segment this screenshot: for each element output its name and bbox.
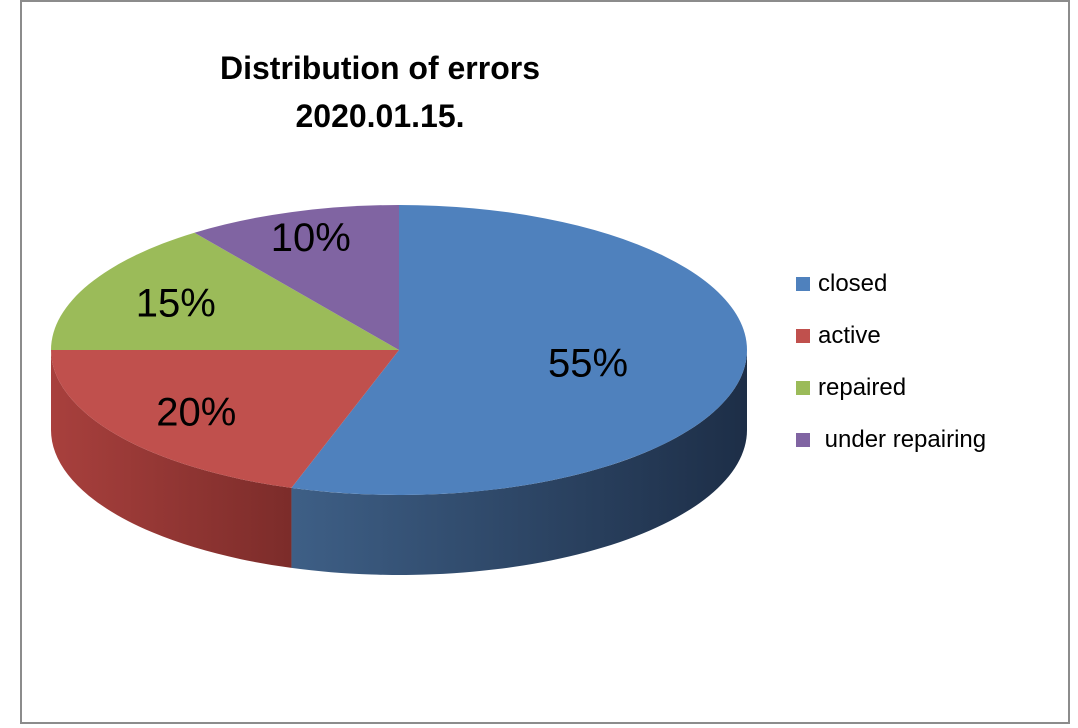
chart-subtitle: 2020.01.15. xyxy=(295,98,465,134)
legend-label: repaired xyxy=(818,374,907,401)
data-label-closed: 55% xyxy=(548,341,628,385)
legend-swatch xyxy=(796,433,810,447)
legend-label: closed xyxy=(818,270,888,297)
data-label-repaired: 15% xyxy=(136,282,216,326)
legend-swatch xyxy=(796,381,810,395)
chart-title: Distribution of errors xyxy=(219,50,540,86)
legend: closed active repaired under repairing xyxy=(796,258,986,466)
data-label-under-repairing: 10% xyxy=(271,216,351,260)
legend-swatch xyxy=(796,277,810,291)
legend-label: under repairing xyxy=(818,426,987,453)
pie-slice-repaired xyxy=(51,232,399,350)
chart-title-block: Distribution of errors 2020.01.15. xyxy=(180,44,580,140)
pie-slice-under-repairing xyxy=(194,205,399,350)
data-label-active: 20% xyxy=(156,390,236,434)
legend-swatch xyxy=(796,329,810,343)
legend-label: active xyxy=(818,322,881,349)
pie-slice-closed xyxy=(291,205,747,496)
legend-item-repaired: repaired xyxy=(796,362,986,414)
pie-side-active xyxy=(51,350,292,568)
legend-item-under-repairing: under repairing xyxy=(796,414,986,466)
legend-item-closed: closed xyxy=(796,258,986,310)
pie-slice-active xyxy=(51,350,399,488)
pie-side-closed xyxy=(291,350,747,575)
legend-item-active: active xyxy=(796,310,986,362)
